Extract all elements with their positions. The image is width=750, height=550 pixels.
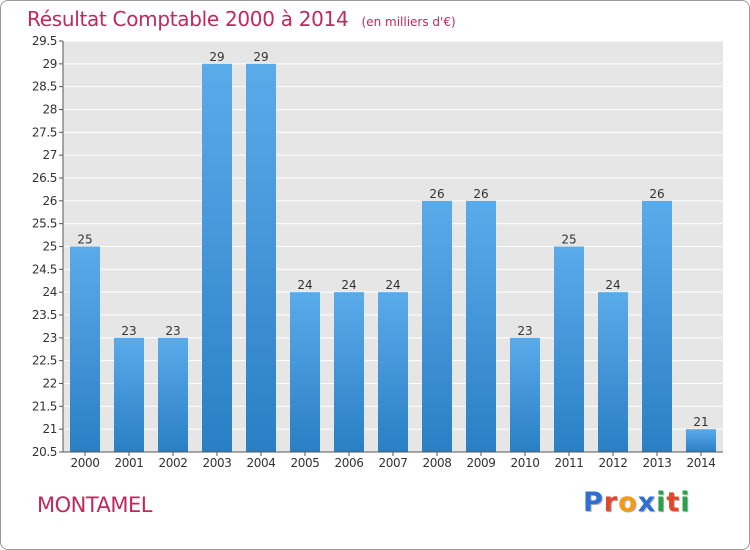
bar-2005 — [290, 292, 320, 452]
x-tick-label: 2000 — [71, 456, 100, 470]
y-tick-label: 22 — [43, 377, 57, 391]
bar-value-label: 21 — [693, 415, 708, 429]
x-tick-label: 2014 — [687, 456, 716, 470]
title-row: Résultat Comptable 2000 à 2014 (en milli… — [27, 7, 456, 31]
x-tick-label: 2004 — [247, 456, 276, 470]
bar-2003 — [202, 63, 232, 452]
x-tick-label: 2013 — [643, 456, 672, 470]
y-tick-label: 28 — [43, 103, 57, 117]
x-tick-label: 2012 — [599, 456, 628, 470]
x-tick-label: 2002 — [159, 456, 188, 470]
y-tick-label: 27 — [43, 148, 57, 162]
bar-value-label: 23 — [121, 324, 136, 338]
y-tick-label: 28.5 — [32, 80, 57, 94]
y-tick-label: 21 — [43, 422, 57, 436]
y-tick-label: 25 — [43, 240, 57, 254]
y-tick-label: 24.5 — [32, 262, 57, 276]
logo-letter: i — [680, 487, 691, 518]
bar-2008 — [422, 200, 452, 452]
logo-letter: x — [637, 487, 657, 518]
logo-letter: t — [666, 487, 681, 518]
bar-2002 — [158, 337, 188, 452]
x-tick-label: 2003 — [203, 456, 232, 470]
proxiti-logo[interactable]: Proxiti — [583, 487, 691, 518]
y-tick-label: 29 — [43, 57, 57, 71]
chart-title: Résultat Comptable 2000 à 2014 — [27, 7, 349, 31]
bar-2009 — [466, 200, 496, 452]
bar-2006 — [334, 292, 364, 452]
chart-subtitle: (en milliers d'€) — [361, 15, 456, 29]
bar-2001 — [114, 337, 144, 452]
bar-2013 — [642, 200, 672, 452]
bar-2007 — [378, 292, 408, 452]
bar-value-label: 23 — [517, 324, 532, 338]
bar-value-label: 26 — [649, 187, 664, 201]
x-tick-label: 2011 — [555, 456, 584, 470]
bar-value-label: 29 — [253, 50, 268, 64]
x-tick-label: 2007 — [379, 456, 408, 470]
y-tick-label: 29.5 — [32, 34, 57, 48]
logo-letter: P — [583, 487, 604, 518]
logo-letter: i — [656, 487, 667, 518]
bar-value-label: 26 — [473, 187, 488, 201]
bar-2004 — [246, 63, 276, 452]
bar-value-label: 24 — [297, 278, 312, 292]
y-tick-label: 26.5 — [32, 171, 57, 185]
logo-letter: o — [618, 487, 638, 518]
bars: 25 23 23 29 29 24 24 24 26 26 23 25 24 26 21 — [70, 50, 716, 452]
logo-letter: r — [603, 487, 619, 518]
y-tick-label: 22.5 — [32, 354, 57, 368]
x-tick-label: 2005 — [291, 456, 320, 470]
y-tick-label: 23.5 — [32, 308, 57, 322]
x-tick-label: 2008 — [423, 456, 452, 470]
x-tick-label: 2001 — [115, 456, 144, 470]
bar-value-label: 25 — [561, 233, 576, 247]
y-tick-label: 21.5 — [32, 399, 57, 413]
bar-value-label: 23 — [165, 324, 180, 338]
bar-2010 — [510, 337, 540, 452]
x-tick-label: 2009 — [467, 456, 496, 470]
bar-value-label: 24 — [341, 278, 356, 292]
y-tick-label: 25.5 — [32, 217, 57, 231]
y-tick-label: 20.5 — [32, 445, 57, 459]
x-tick-label: 2006 — [335, 456, 364, 470]
bar-value-label: 29 — [209, 50, 224, 64]
bar-value-label: 25 — [77, 233, 92, 247]
bar-value-label: 24 — [605, 278, 620, 292]
bar-2000 — [70, 246, 100, 452]
bar-value-label: 24 — [385, 278, 400, 292]
y-tick-label: 26 — [43, 194, 57, 208]
bar-2011 — [554, 246, 584, 452]
y-tick-label: 27.5 — [32, 125, 57, 139]
y-tick-label: 23 — [43, 331, 57, 345]
bar-2012 — [598, 292, 628, 452]
y-tick-label: 24 — [43, 285, 57, 299]
axes: 20.5 21 21.5 22 22.5 23 23.5 24 24.5 25 25.5 26 26.5… — [32, 34, 723, 470]
bar-value-label: 26 — [429, 187, 444, 201]
bar-2014 — [686, 429, 716, 452]
x-tick-label: 2010 — [511, 456, 540, 470]
commune-name: MONTAMEL — [37, 493, 153, 517]
